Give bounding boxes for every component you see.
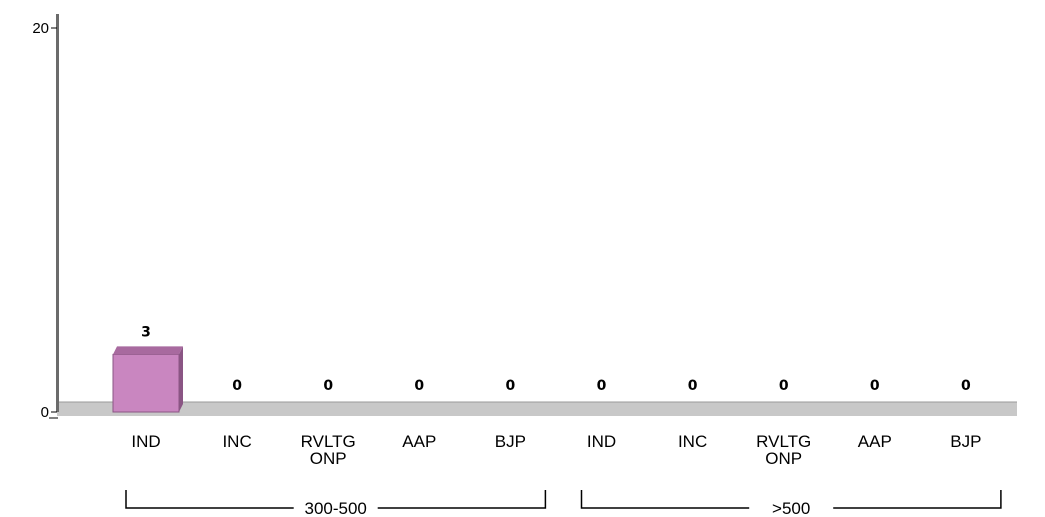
data-label: 0	[414, 378, 424, 394]
group-bracket-left	[125, 490, 294, 509]
x-category-label: BJP	[495, 432, 526, 451]
data-label: 0	[597, 378, 607, 394]
x-category-label: IND	[131, 432, 160, 451]
x-category-label: BJP	[950, 432, 981, 451]
data-label: 0	[779, 378, 789, 394]
bar	[112, 353, 180, 413]
group-bracket-right	[377, 490, 547, 509]
data-label: 0	[961, 378, 971, 394]
x-category-label: AAP	[858, 432, 892, 451]
x-category-label: INC	[222, 432, 251, 451]
data-label: 0	[323, 378, 333, 394]
bar-top-face	[113, 346, 183, 355]
x-category-label: ONP	[765, 449, 802, 468]
data-label: 0	[506, 378, 516, 394]
x-category-label: ONP	[310, 449, 347, 468]
x-category-label: IND	[587, 432, 616, 451]
group-bracket-right	[833, 490, 1002, 509]
chart-floor	[57, 402, 1017, 416]
group-bracket-left	[580, 490, 750, 509]
group-label: 300-500	[305, 499, 367, 517]
data-label: 0	[870, 378, 880, 394]
bar-side-face	[179, 346, 183, 412]
y-axis	[56, 14, 59, 412]
group-label: >500	[772, 499, 810, 517]
x-category-label: INC	[678, 432, 707, 451]
y-tick-label: 0	[41, 404, 49, 421]
data-label: 0	[232, 378, 242, 394]
x-category-label: RVLTG	[756, 432, 811, 451]
data-label: 0	[688, 378, 698, 394]
data-label: 3	[141, 324, 151, 340]
y-tick-label: 20	[32, 20, 49, 37]
x-category-label: AAP	[402, 432, 436, 451]
x-category-label: RVLTG	[301, 432, 356, 451]
